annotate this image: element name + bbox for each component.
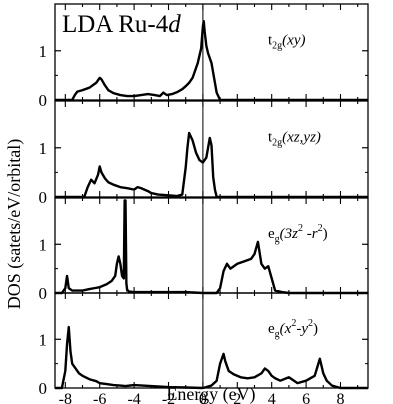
x-tick-label: 8 (336, 391, 344, 404)
orbital-mid: -r (303, 226, 318, 242)
dos-curve-1 (55, 20, 368, 102)
x-tick-label: 2 (233, 391, 241, 404)
x-tick-label: 6 (302, 391, 310, 404)
x-tick-label: 0 (199, 391, 207, 404)
orbital-rest: (xy) (282, 32, 305, 48)
panel-4: 01-8 -6 -4 -2 0 2 4 6 8eg(x2-y2) (39, 292, 369, 404)
orbital-end: ) (323, 226, 328, 242)
orbital-rest: (3z (280, 226, 298, 242)
dos-curve-1 (55, 199, 368, 295)
x-tick-label: -2 (162, 391, 175, 404)
y-tick-label: 1 (39, 235, 48, 254)
x-tick-label: -4 (127, 391, 140, 404)
y-tick-label: 0 (39, 91, 48, 110)
orbital-main: e (268, 321, 275, 337)
y-tick-label: 1 (39, 330, 48, 349)
y-tick-label: 0 (39, 188, 48, 207)
orbital-rest: (xz,yz) (282, 129, 321, 145)
orbital-subscript: g (275, 234, 280, 245)
orbital-rest: (x (280, 321, 292, 337)
panel-frame (54, 3, 369, 101)
y-tick-label: 0 (39, 379, 48, 398)
orbital-superscript: 2 (318, 223, 323, 234)
y-tick-label: 1 (39, 139, 48, 158)
orbital-superscript: 2 (291, 318, 296, 329)
dos-curve-1 (55, 131, 368, 199)
orbital-main: t (268, 129, 273, 145)
orbital-subscript: g (275, 329, 280, 340)
orbital-mid: -y (296, 321, 308, 337)
dos-curve-1 (55, 325, 368, 390)
orbital-main: e (268, 226, 275, 242)
orbital-end: ) (313, 321, 318, 337)
panel-frame (54, 197, 369, 294)
orbital-subscript: 2g (272, 137, 282, 148)
x-tick-label: 4 (268, 391, 276, 404)
orbital-label: t2g(xy) (268, 32, 305, 51)
orbital-superscript: 2 (298, 223, 303, 234)
x-axis-label: Energy (eV) (166, 384, 255, 404)
y-tick-label: 1 (39, 42, 48, 61)
chart-title: LDA Ru-4d (62, 11, 181, 38)
chart-title-italic: d (168, 11, 181, 38)
panel-2: 0 1 t2g(xz,yz) (39, 100, 369, 207)
panel-1: 0 1 t2g(xy) LDA Ru-4d (39, 3, 369, 110)
panel-frame (54, 100, 369, 198)
orbital-label: eg(3z2 -r2) (268, 223, 328, 245)
x-tick-label: -8 (59, 391, 72, 404)
y-tick-label: 0 (39, 284, 48, 303)
orbital-label: t2g(xz,yz) (268, 129, 321, 148)
x-tick-label: -6 (93, 391, 106, 404)
orbital-label: eg(x2-y2) (268, 318, 318, 340)
orbital-main: t (268, 32, 273, 48)
y-axis-label: DOS (satets/eV/orbital) (4, 139, 25, 309)
orbital-superscript: 2 (308, 318, 313, 329)
orbital-subscript: 2g (272, 40, 282, 51)
chart-title-text: LDA Ru-4 (62, 11, 169, 38)
panel-frame (54, 292, 369, 389)
